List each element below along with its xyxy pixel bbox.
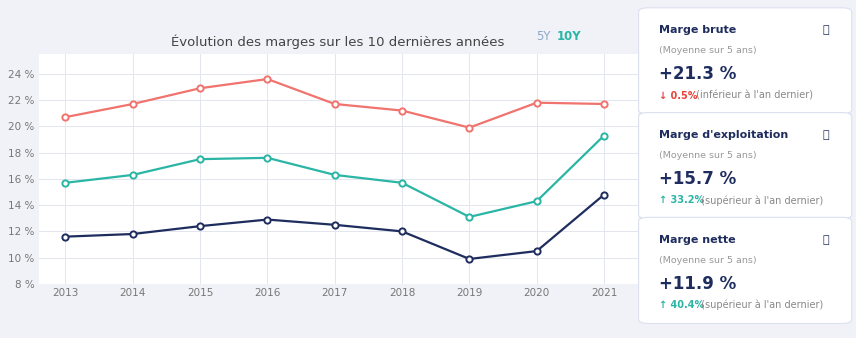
Text: 5Y: 5Y <box>537 30 550 43</box>
Text: (Moyenne sur 5 ans): (Moyenne sur 5 ans) <box>659 256 757 265</box>
Text: (inférieur à l'an dernier): (inférieur à l'an dernier) <box>693 91 812 101</box>
Text: (Moyenne sur 5 ans): (Moyenne sur 5 ans) <box>659 46 757 55</box>
Text: ⓘ: ⓘ <box>823 25 829 35</box>
Text: 10Y: 10Y <box>557 30 581 43</box>
Text: Marge d'exploitation: Marge d'exploitation <box>659 130 788 140</box>
Text: Marge nette: Marge nette <box>659 235 736 245</box>
Text: +21.3 %: +21.3 % <box>659 65 736 83</box>
Text: ⓘ: ⓘ <box>823 235 829 245</box>
Text: (Moyenne sur 5 ans): (Moyenne sur 5 ans) <box>659 151 757 160</box>
Text: ⓘ: ⓘ <box>823 130 829 140</box>
Text: (supérieur à l'an dernier): (supérieur à l'an dernier) <box>698 300 823 311</box>
Text: +15.7 %: +15.7 % <box>659 170 736 188</box>
Text: (supérieur à l'an dernier): (supérieur à l'an dernier) <box>698 195 823 206</box>
Text: +11.9 %: +11.9 % <box>659 275 736 293</box>
Title: Évolution des marges sur les 10 dernières années: Évolution des marges sur les 10 dernière… <box>171 34 505 49</box>
Legend: Marge brute, Marge d'exploitation, Marge nette: Marge brute, Marge d'exploitation, Marge… <box>131 336 473 338</box>
Text: Marge brute: Marge brute <box>659 25 736 35</box>
Text: ↑ 33.2%: ↑ 33.2% <box>659 195 704 206</box>
Text: ↑ 40.4%: ↑ 40.4% <box>659 300 704 310</box>
Text: ↓ 0.5%: ↓ 0.5% <box>659 91 698 101</box>
